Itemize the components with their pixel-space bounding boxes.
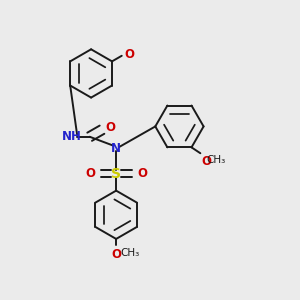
Text: O: O	[111, 248, 121, 261]
Text: O: O	[124, 47, 134, 61]
Text: O: O	[202, 155, 212, 168]
Text: NH: NH	[62, 130, 82, 143]
Text: S: S	[111, 167, 121, 181]
Text: O: O	[105, 121, 115, 134]
Text: CH₃: CH₃	[207, 155, 226, 165]
Text: CH₃: CH₃	[121, 248, 140, 258]
Text: O: O	[137, 167, 147, 180]
Text: O: O	[85, 167, 95, 180]
Text: N: N	[111, 142, 121, 155]
